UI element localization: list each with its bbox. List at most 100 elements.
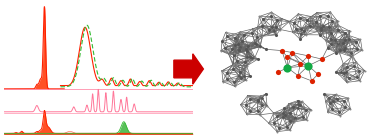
- Point: [318, 26, 324, 29]
- Point: [312, 26, 318, 28]
- Point: [347, 30, 353, 32]
- Point: [342, 106, 349, 108]
- Point: [254, 110, 260, 112]
- Point: [280, 116, 286, 118]
- Point: [269, 26, 275, 28]
- Point: [245, 45, 251, 47]
- Point: [298, 28, 304, 30]
- Point: [313, 21, 319, 23]
- Point: [253, 43, 259, 45]
- Point: [327, 102, 333, 104]
- Point: [292, 119, 298, 121]
- Point: [297, 17, 303, 19]
- Point: [222, 47, 228, 49]
- Point: [336, 73, 342, 75]
- Point: [320, 25, 326, 27]
- Point: [247, 75, 253, 77]
- Point: [273, 26, 279, 28]
- Point: [333, 93, 339, 96]
- Point: [257, 45, 263, 47]
- Point: [308, 108, 314, 111]
- Point: [303, 109, 309, 112]
- Point: [328, 38, 334, 40]
- Point: [254, 36, 260, 39]
- Point: [244, 113, 250, 115]
- Point: [301, 30, 307, 32]
- Point: [327, 11, 333, 13]
- Point: [286, 103, 292, 105]
- Point: [257, 46, 263, 48]
- Point: [344, 81, 350, 83]
- Point: [344, 66, 350, 68]
- Point: [249, 57, 256, 59]
- Point: [353, 41, 359, 43]
- Point: [328, 30, 335, 32]
- Point: [341, 100, 347, 102]
- Point: [338, 49, 344, 51]
- Point: [238, 104, 244, 106]
- Point: [335, 46, 341, 48]
- Point: [323, 40, 329, 43]
- Point: [297, 63, 303, 65]
- Point: [255, 58, 261, 60]
- Point: [223, 72, 229, 74]
- Point: [224, 35, 230, 38]
- Point: [237, 71, 243, 73]
- Point: [258, 95, 264, 97]
- Point: [256, 15, 262, 18]
- Point: [295, 75, 301, 77]
- Point: [328, 32, 334, 34]
- Point: [219, 40, 225, 43]
- Point: [223, 31, 229, 34]
- Point: [243, 79, 249, 81]
- Point: [328, 43, 334, 45]
- Point: [271, 121, 277, 124]
- Point: [295, 99, 301, 102]
- Point: [335, 42, 341, 44]
- Point: [325, 111, 331, 113]
- Point: [346, 41, 352, 43]
- Point: [295, 107, 301, 109]
- Point: [271, 30, 277, 32]
- Point: [234, 60, 240, 62]
- Point: [282, 113, 288, 115]
- Point: [234, 45, 240, 47]
- Point: [317, 15, 323, 17]
- Point: [333, 98, 339, 100]
- Point: [341, 49, 347, 51]
- Point: [287, 120, 293, 122]
- Point: [308, 21, 314, 23]
- FancyArrow shape: [174, 54, 203, 84]
- Point: [305, 65, 311, 67]
- Point: [353, 61, 359, 63]
- Point: [304, 18, 310, 21]
- Point: [279, 50, 285, 52]
- Point: [349, 56, 355, 58]
- Point: [230, 64, 236, 66]
- Point: [287, 129, 293, 131]
- Point: [315, 73, 321, 75]
- Point: [290, 106, 296, 108]
- Point: [345, 34, 351, 36]
- Point: [237, 46, 243, 48]
- Point: [243, 104, 249, 106]
- Point: [230, 68, 236, 70]
- Point: [280, 112, 287, 114]
- Point: [257, 114, 263, 116]
- Point: [263, 48, 269, 50]
- Point: [255, 26, 261, 28]
- Point: [281, 107, 287, 110]
- Point: [252, 42, 258, 44]
- Point: [354, 47, 360, 50]
- Point: [322, 100, 328, 103]
- Point: [235, 43, 241, 45]
- Point: [250, 28, 256, 30]
- Point: [316, 34, 322, 36]
- Point: [305, 55, 311, 57]
- Point: [255, 100, 261, 103]
- Point: [277, 28, 284, 31]
- Point: [236, 75, 242, 77]
- Point: [259, 104, 265, 107]
- Point: [285, 56, 291, 58]
- Point: [325, 15, 331, 17]
